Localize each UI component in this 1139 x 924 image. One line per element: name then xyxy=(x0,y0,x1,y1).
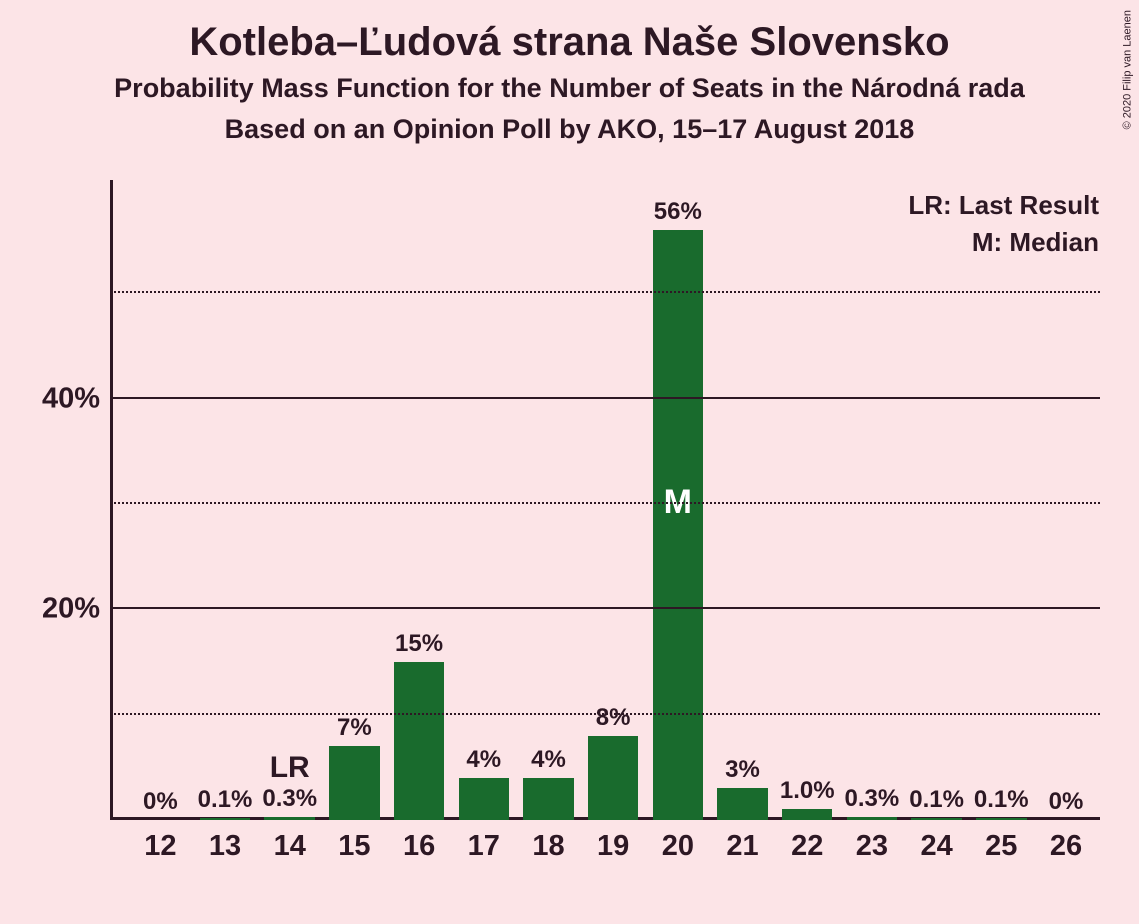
bar-slot: 0.1% xyxy=(904,180,969,820)
bar-value-label: 7% xyxy=(337,714,372,746)
bar: 0.3% xyxy=(847,817,897,820)
chart-title: Kotleba–Ľudová strana Naše Slovensko xyxy=(0,0,1139,65)
chart-subtitle-1: Probability Mass Function for the Number… xyxy=(0,73,1139,104)
bar: 4% xyxy=(459,778,509,820)
bar-value-label: 0% xyxy=(1049,788,1084,820)
x-tick-label: 24 xyxy=(904,830,969,863)
bar: 8% xyxy=(588,736,638,820)
bar-value-label: 56% xyxy=(654,198,702,230)
y-axis xyxy=(110,180,113,820)
bar-slot: 4% xyxy=(451,180,516,820)
x-tick-label: 26 xyxy=(1034,830,1099,863)
bar-value-label: 0.1% xyxy=(909,786,964,818)
bar-value-label: 0.1% xyxy=(974,786,1029,818)
x-tick-label: 14 xyxy=(257,830,322,863)
gridline-minor xyxy=(110,291,1100,293)
x-tick-label: 25 xyxy=(969,830,1034,863)
bars-group: 0%0.1%0.3%LR7%15%4%4%8%56%M3%1.0%0.3%0.1… xyxy=(128,180,1100,820)
chart-container: Kotleba–Ľudová strana Naše Slovensko Pro… xyxy=(0,0,1139,924)
bar-value-label: 8% xyxy=(596,704,631,736)
bar-slot: 15% xyxy=(387,180,452,820)
bar: 15% xyxy=(394,662,444,820)
x-tick-label: 18 xyxy=(516,830,581,863)
bar-slot: 0% xyxy=(1034,180,1099,820)
last-result-marker: LR xyxy=(270,751,310,785)
bar-slot: 0.3% xyxy=(840,180,905,820)
bar-value-label: 15% xyxy=(395,630,443,662)
x-axis-labels: 121314151617181920212223242526 xyxy=(128,830,1118,863)
copyright-text: © 2020 Filip van Laenen xyxy=(1121,10,1133,129)
bar-slot: 4% xyxy=(516,180,581,820)
chart-subtitle-2: Based on an Opinion Poll by AKO, 15–17 A… xyxy=(0,114,1139,145)
bar: 1.0% xyxy=(782,809,832,820)
bar-value-label: 1.0% xyxy=(780,777,835,809)
bar-value-label: 4% xyxy=(466,746,501,778)
bar-slot: 56%M xyxy=(646,180,711,820)
plot-area: 0%0.1%0.3%LR7%15%4%4%8%56%M3%1.0%0.3%0.1… xyxy=(110,180,1100,820)
x-tick-label: 21 xyxy=(710,830,775,863)
bar-value-label: 4% xyxy=(531,746,566,778)
bar: 0.1% xyxy=(911,818,961,820)
x-tick-label: 20 xyxy=(646,830,711,863)
bar: 56%M xyxy=(653,230,703,820)
bar-value-label: 0.1% xyxy=(198,786,253,818)
bar-slot: 8% xyxy=(581,180,646,820)
y-tick-label: 40% xyxy=(42,382,100,415)
x-tick-label: 16 xyxy=(387,830,452,863)
bar-slot: 1.0% xyxy=(775,180,840,820)
bar: 4% xyxy=(523,778,573,820)
x-tick-label: 15 xyxy=(322,830,387,863)
gridline-major xyxy=(110,607,1100,609)
bar-value-label: 3% xyxy=(725,756,760,788)
bar-slot: 3% xyxy=(710,180,775,820)
bar: 0.1% xyxy=(200,818,250,820)
gridline-minor xyxy=(110,713,1100,715)
x-tick-label: 17 xyxy=(451,830,516,863)
bar: 3% xyxy=(717,788,767,820)
bar-slot: 0% xyxy=(128,180,193,820)
bar-slot: 7% xyxy=(322,180,387,820)
bar: 7% xyxy=(329,746,379,820)
x-tick-label: 12 xyxy=(128,830,193,863)
bar-value-label: 0.3% xyxy=(845,785,900,817)
bar: 0.3% xyxy=(264,817,314,820)
gridline-minor xyxy=(110,502,1100,504)
bar-slot: 0.1% xyxy=(193,180,258,820)
bar-slot: 0.1% xyxy=(969,180,1034,820)
x-tick-label: 13 xyxy=(193,830,258,863)
x-tick-label: 19 xyxy=(581,830,646,863)
bar-slot: 0.3% LR xyxy=(257,180,322,820)
x-tick-label: 22 xyxy=(775,830,840,863)
bar-value-label: 0% xyxy=(143,788,178,820)
gridline-major xyxy=(110,397,1100,399)
y-tick-label: 20% xyxy=(42,593,100,626)
bar-value-label: 0.3% xyxy=(262,785,317,817)
bar: 0.1% xyxy=(976,818,1026,820)
x-tick-label: 23 xyxy=(840,830,905,863)
